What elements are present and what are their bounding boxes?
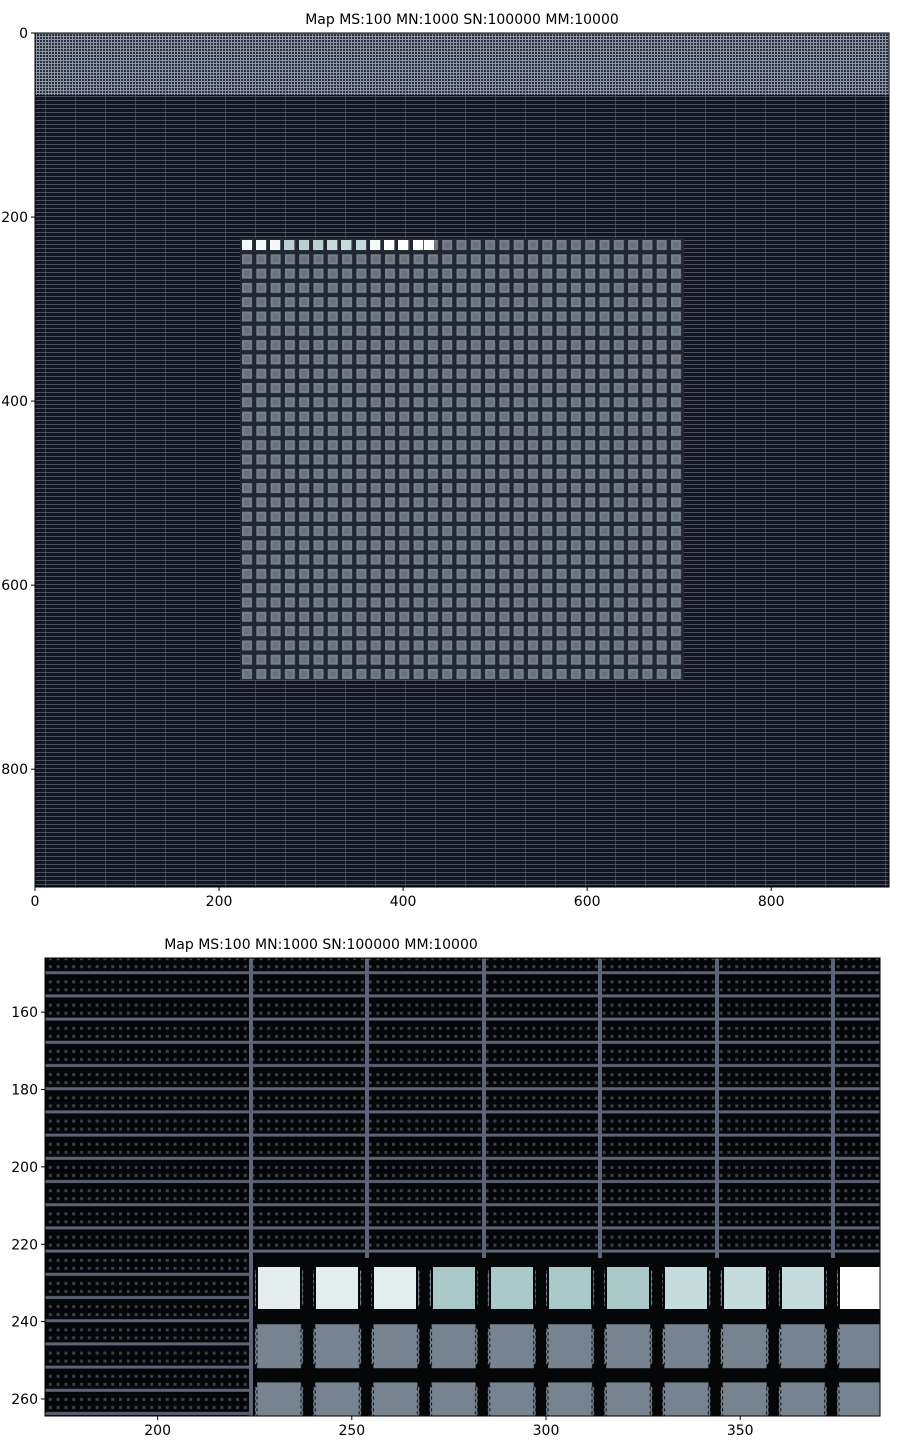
y-tick-label: 260	[11, 1392, 38, 1408]
x-tick-label: 250	[338, 1423, 365, 1439]
x-tick-label: 600	[574, 894, 601, 910]
image-top	[35, 33, 889, 887]
x-tick-label: 800	[758, 894, 785, 910]
y-tick-label: 200	[11, 1160, 38, 1176]
y-tick-label: 400	[1, 394, 28, 410]
x-tick-label: 350	[727, 1423, 754, 1439]
y-tick-label: 800	[1, 762, 28, 778]
y-tick-label: 220	[11, 1237, 38, 1253]
y-tick-label: 200	[1, 210, 28, 226]
x-tick-label: 400	[390, 894, 417, 910]
y-tick-label: 600	[1, 578, 28, 594]
y-tick-label: 160	[11, 1005, 38, 1021]
axes-frame	[34, 32, 890, 888]
chart-title: Map MS:100 MN:1000 SN:100000 MM:10000	[164, 937, 478, 953]
x-tick-label: 200	[206, 894, 233, 910]
y-tick-label: 0	[19, 26, 28, 42]
x-tick-label: 200	[144, 1423, 171, 1439]
x-tick-label: 300	[533, 1423, 560, 1439]
chart-title: Map MS:100 MN:1000 SN:100000 MM:10000	[305, 12, 619, 28]
axes-frame	[44, 957, 881, 1417]
y-tick-label: 240	[11, 1315, 38, 1331]
y-tick-label: 180	[11, 1083, 38, 1099]
image-bottom	[45, 958, 880, 1416]
x-tick-label: 0	[31, 894, 40, 910]
